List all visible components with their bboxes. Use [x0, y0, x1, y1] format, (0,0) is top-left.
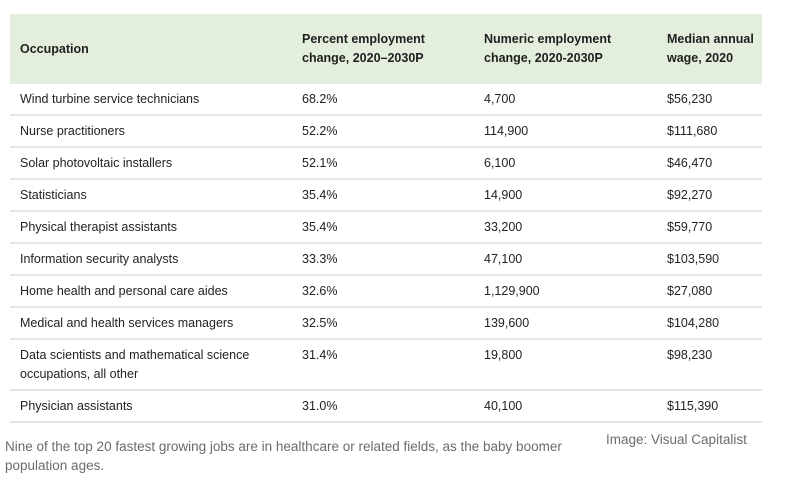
cell-occupation: Physician assistants	[20, 399, 133, 413]
header-numeric-change: Numeric employment change, 2020-2030P	[484, 32, 612, 65]
header-occupation: Occupation	[20, 41, 89, 56]
cell-median-wage: $27,080	[667, 284, 713, 298]
table-row: Home health and personal care aides 32.6…	[10, 275, 762, 307]
cell-numeric-change: 139,600	[484, 316, 530, 330]
cell-percent-change: 32.6%	[302, 284, 338, 298]
cell-occupation: Data scientists and mathematical science…	[20, 348, 250, 381]
cell-percent-change: 32.5%	[302, 316, 338, 330]
cell-numeric-change: 33,200	[484, 220, 523, 234]
cell-numeric-change: 19,800	[484, 348, 523, 362]
cell-median-wage: $115,390	[667, 399, 719, 413]
cell-median-wage: $98,230	[667, 348, 713, 362]
cell-occupation: Physical therapist assistants	[20, 220, 178, 234]
cell-occupation: Home health and personal care aides	[20, 284, 228, 298]
cell-median-wage: $103,590	[667, 252, 720, 266]
table-header-row: Occupation Percent employment change, 20…	[10, 14, 762, 84]
cell-occupation: Solar photovoltaic installers	[20, 156, 173, 170]
cell-median-wage: $111,680	[667, 124, 718, 138]
cell-occupation: Wind turbine service technicians	[20, 92, 200, 106]
table-row: Solar photovoltaic installers 52.1% 6,10…	[10, 147, 762, 179]
cell-percent-change: 33.3%	[302, 252, 338, 266]
cell-percent-change: 68.2%	[302, 92, 338, 106]
cell-occupation: Information security analysts	[20, 252, 179, 266]
cell-median-wage: $92,270	[667, 188, 713, 202]
table-caption: Nine of the top 20 fastest growing jobs …	[5, 439, 562, 473]
table-row: Wind turbine service technicians 68.2% 4…	[10, 84, 762, 115]
cell-numeric-change: 14,900	[484, 188, 523, 202]
table-row: Physician assistants 31.0% 40,100 $115,3…	[10, 390, 762, 422]
table-row: Data scientists and mathematical science…	[10, 339, 762, 390]
cell-percent-change: 31.0%	[302, 399, 338, 413]
cell-median-wage: $104,280	[667, 316, 720, 330]
table-row: Nurse practitioners 52.2% 114,900 $111,6…	[10, 115, 762, 147]
image-credit: Image: Visual Capitalist	[606, 432, 747, 447]
table-row: Statisticians 35.4% 14,900 $92,270	[10, 179, 762, 211]
fastest-growing-jobs-table: Occupation Percent employment change, 20…	[10, 14, 762, 423]
table-row: Physical therapist assistants 35.4% 33,2…	[10, 211, 762, 243]
cell-numeric-change: 40,100	[484, 399, 523, 413]
cell-numeric-change: 1,129,900	[484, 284, 540, 298]
cell-numeric-change: 114,900	[484, 124, 529, 138]
cell-median-wage: $46,470	[667, 156, 713, 170]
cell-numeric-change: 4,700	[484, 92, 516, 106]
cell-percent-change: 35.4%	[302, 188, 338, 202]
table-row: Medical and health services managers 32.…	[10, 307, 762, 339]
cell-occupation: Nurse practitioners	[20, 124, 125, 138]
jobs-table-container: Occupation Percent employment change, 20…	[10, 14, 762, 423]
cell-percent-change: 52.2%	[302, 124, 338, 138]
cell-percent-change: 35.4%	[302, 220, 338, 234]
cell-median-wage: $56,230	[667, 92, 713, 106]
cell-median-wage: $59,770	[667, 220, 713, 234]
header-median-wage: Median annual wage, 2020	[667, 32, 754, 65]
cell-numeric-change: 47,100	[484, 252, 523, 266]
header-percent-change: Percent employment change, 2020–2030P	[302, 32, 425, 65]
cell-percent-change: 31.4%	[302, 348, 338, 362]
cell-occupation: Medical and health services managers	[20, 316, 234, 330]
cell-numeric-change: 6,100	[484, 156, 516, 170]
cell-occupation: Statisticians	[20, 188, 87, 202]
table-row: Information security analysts 33.3% 47,1…	[10, 243, 762, 275]
cell-percent-change: 52.1%	[302, 156, 338, 170]
